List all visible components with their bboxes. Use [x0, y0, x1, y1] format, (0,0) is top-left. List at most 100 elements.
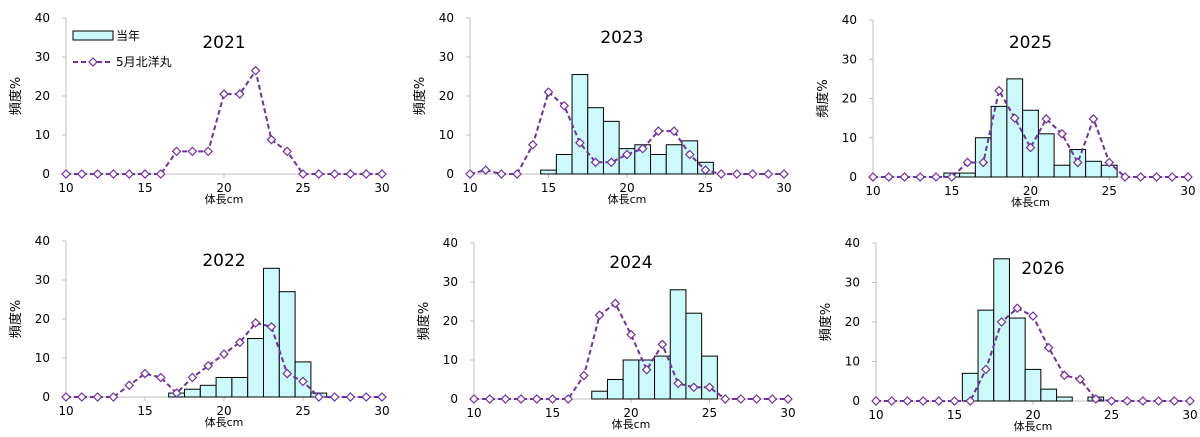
- histogram-bar: [215, 377, 233, 398]
- series-point: [345, 169, 356, 179]
- series-point: [234, 337, 245, 348]
- series-point: [124, 380, 135, 391]
- series-point: [736, 394, 746, 404]
- series-point: [1106, 396, 1117, 406]
- series-point: [329, 169, 340, 179]
- series-point: [626, 329, 636, 340]
- x-tick-label: 25: [702, 406, 717, 420]
- series-point: [377, 392, 387, 402]
- y-tick-label: 0: [42, 390, 50, 404]
- y-tick-label: 20: [439, 89, 454, 103]
- series-point: [899, 172, 910, 182]
- series-line: [66, 68, 382, 175]
- y-tick-label: 20: [842, 92, 857, 106]
- series-point: [61, 392, 71, 402]
- x-tick-label: 25: [1102, 184, 1117, 198]
- chart-panel-2023: 0 10 20 30 40 10 15 20 25 30 体長cm 頻度% 2023: [412, 11, 792, 206]
- histogram-bar: [654, 355, 671, 400]
- series-point: [547, 394, 558, 404]
- series-point: [763, 169, 774, 179]
- series-point: [203, 360, 214, 371]
- series-line: [469, 90, 784, 175]
- chart-title: 2023: [600, 28, 643, 48]
- series-point: [92, 392, 103, 402]
- x-tick-label: 15: [545, 406, 560, 420]
- y-tick-label: 0: [446, 167, 454, 181]
- y-tick-label: 10: [35, 351, 50, 365]
- series-line: [873, 87, 1188, 178]
- y-tick-label: 40: [439, 11, 454, 25]
- y-axis-label: 頻度%: [8, 300, 24, 338]
- histogram-bar: [959, 172, 976, 178]
- chart-title: 2024: [609, 253, 652, 273]
- series-point: [868, 172, 878, 182]
- series-point: [1151, 172, 1162, 182]
- y-tick-label: 0: [852, 394, 860, 408]
- series-point: [653, 126, 664, 136]
- chart-panel-2022: 0 10 20 30 40 10 15 20 25 30 体長cm 頻度% 2022: [8, 234, 390, 429]
- series-point: [1041, 114, 1052, 124]
- x-axis-label: 体長cm: [608, 192, 647, 206]
- series-point: [1012, 303, 1023, 314]
- y-tick-label: 40: [443, 236, 458, 250]
- histogram-bar: [199, 384, 217, 398]
- x-tick-label: 20: [1023, 184, 1038, 198]
- y-axis-label: 頻度%: [412, 77, 428, 115]
- series-point: [171, 146, 182, 157]
- y-tick-label: 30: [443, 275, 458, 289]
- series-point: [965, 396, 976, 406]
- series-point: [465, 169, 475, 179]
- x-tick-label: 25: [698, 181, 713, 195]
- series-point: [1028, 311, 1038, 321]
- y-tick-label: 30: [845, 276, 860, 290]
- series-point: [484, 394, 495, 404]
- histogram-bar: [650, 154, 667, 175]
- series-point: [779, 169, 789, 179]
- x-axis-label: 体長cm: [1011, 195, 1050, 209]
- histogram-bar: [701, 355, 718, 400]
- series-point: [994, 85, 1004, 96]
- series-point: [1057, 128, 1067, 139]
- x-tick-label: 15: [947, 408, 962, 422]
- chart-title: 2021: [202, 33, 245, 53]
- histogram-bar: [1056, 396, 1073, 402]
- y-tick-label: 30: [842, 52, 857, 66]
- series-point: [140, 169, 150, 179]
- y-tick-label: 10: [35, 128, 50, 142]
- series-point: [563, 394, 574, 404]
- series-point: [469, 394, 479, 404]
- series-point: [1088, 114, 1099, 124]
- histogram-bar: [665, 144, 683, 175]
- series-point: [527, 139, 538, 150]
- series-point: [1025, 142, 1036, 153]
- series-point: [480, 165, 491, 175]
- x-tick-label: 10: [58, 181, 73, 195]
- series-point: [1075, 374, 1085, 385]
- series-point: [266, 321, 277, 332]
- series-point: [282, 146, 293, 157]
- series-point: [329, 392, 340, 402]
- series-point: [704, 382, 715, 393]
- series-point: [345, 392, 356, 402]
- series-point: [266, 134, 277, 145]
- series-point: [1169, 396, 1180, 406]
- x-tick-label: 15: [541, 181, 556, 195]
- histogram-bar: [247, 338, 264, 398]
- series-point: [361, 169, 372, 179]
- series-point: [783, 394, 793, 404]
- series-point: [915, 172, 926, 182]
- y-tick-label: 0: [42, 167, 50, 181]
- series-point: [981, 364, 991, 375]
- y-tick-label: 10: [842, 131, 857, 145]
- series-point: [883, 172, 894, 182]
- histogram-bar: [540, 169, 557, 175]
- series-point: [155, 372, 166, 383]
- histogram-bar: [622, 359, 640, 400]
- series-point: [298, 169, 308, 179]
- series-point: [516, 394, 526, 404]
- series-point: [1167, 172, 1178, 182]
- series-point: [108, 169, 119, 179]
- y-tick-label: 40: [845, 236, 860, 250]
- series-point: [76, 169, 87, 179]
